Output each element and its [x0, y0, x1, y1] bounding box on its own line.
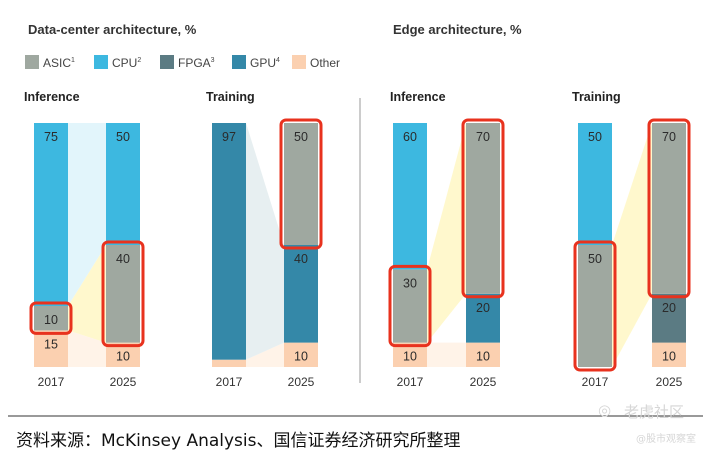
- data-label-1-0-1-other: 10: [476, 350, 490, 364]
- section-title-1: Edge architecture, %: [393, 22, 522, 37]
- year-label-1-0-1: 2025: [470, 375, 497, 389]
- bar-segment-1-1-0-asic: [578, 245, 612, 367]
- source-note: 资料来源：McKinsey Analysis、国信证券经济研究所整理: [16, 431, 461, 451]
- legend-label-fpga: FPGA3: [178, 56, 215, 70]
- connector-0-0-other: [68, 330, 106, 367]
- legend-label-asic: ASIC1: [43, 56, 75, 70]
- bar-segment-1-1-1-asic: [652, 123, 686, 294]
- data-label-1-0-0-cpu: 60: [403, 130, 417, 144]
- legend-swatch-asic: [25, 55, 39, 69]
- data-label-1-0-1-asic: 70: [476, 130, 490, 144]
- section-title-0: Data-center architecture, %: [28, 22, 197, 37]
- data-label-1-1-1-asic: 70: [662, 130, 676, 144]
- data-label-1-0-1-gpu: 20: [476, 301, 490, 315]
- year-label-0-1-1: 2025: [288, 375, 315, 389]
- year-label-0-1-0: 2017: [216, 375, 243, 389]
- data-label-0-1-1-gpu: 40: [294, 252, 308, 266]
- bar-segment-0-1-0-other: [212, 359, 246, 367]
- data-label-1-1-0-asic: 50: [588, 252, 602, 266]
- bar-segment-0-1-1-other: [284, 342, 318, 367]
- bar-segment-1-1-0-cpu: [578, 123, 612, 245]
- data-label-0-0-1-asic: 40: [116, 252, 130, 266]
- legend-swatch-gpu: [232, 55, 246, 69]
- highlight-box-0-0-0: [29, 301, 73, 335]
- panel-title-0-0: Inference: [24, 90, 80, 104]
- bar-segment-0-0-0-other: [34, 330, 68, 367]
- bar-segment-1-0-1-gpu: [466, 293, 500, 343]
- year-label-0-0-1: 2025: [110, 375, 137, 389]
- data-label-1-0-0-asic: 30: [403, 276, 417, 290]
- data-label-0-1-0-gpu: 97: [222, 130, 236, 144]
- watermark-subtext: @股市观察室: [636, 434, 696, 445]
- panel-title-1-1: Training: [572, 90, 621, 104]
- highlight-box-0-0-1: [101, 240, 145, 348]
- watermark-icon: ◎: [598, 401, 612, 419]
- data-label-1-1-1-fpga: 20: [662, 301, 676, 315]
- legend-swatch-cpu: [94, 55, 108, 69]
- bar-segment-0-1-1-gpu: [284, 245, 318, 343]
- bar-segment-1-0-1-asic: [466, 123, 500, 294]
- bar-segment-0-0-1-asic: [106, 245, 140, 343]
- data-label-0-0-0-other: 15: [44, 337, 58, 351]
- legend-label-gpu: GPU4: [250, 56, 280, 70]
- connector-1-0-asic: [427, 123, 466, 343]
- connector-0-0-asic: [68, 245, 106, 343]
- bar-segment-1-0-0-asic: [393, 269, 427, 343]
- bar-segment-1-0-0-cpu: [393, 123, 427, 270]
- connector-0-1-gpu: [246, 123, 284, 360]
- data-label-0-0-1-cpu: 50: [116, 130, 130, 144]
- panel-title-0-1: Training: [206, 90, 255, 104]
- connector-0-1-other: [246, 342, 284, 367]
- legend-label-other: Other: [310, 56, 340, 70]
- data-label-0-0-0-cpu: 75: [44, 130, 58, 144]
- highlight-box-0-1-1: [279, 118, 323, 250]
- data-label-0-1-1-asic: 50: [294, 130, 308, 144]
- legend-swatch-fpga: [160, 55, 174, 69]
- year-label-1-1-0: 2017: [582, 375, 609, 389]
- data-label-0-1-1-other: 10: [294, 350, 308, 364]
- bar-segment-1-1-1-fpga: [652, 293, 686, 343]
- highlight-box-1-0-1: [461, 118, 505, 299]
- bar-segment-0-0-1-cpu: [106, 123, 140, 245]
- bar-segment-0-0-0-cpu: [34, 123, 68, 306]
- data-label-1-0-0-other: 10: [403, 350, 417, 364]
- bar-segment-0-1-1-asic: [284, 123, 318, 245]
- panel-title-1-0: Inference: [390, 90, 446, 104]
- legend-swatch-other: [292, 55, 306, 69]
- connector-1-0-other: [427, 342, 466, 367]
- data-label-1-1-1-other: 10: [662, 350, 676, 364]
- watermark-text: 老虎社区: [624, 403, 685, 421]
- connector-1-1-asic: [612, 123, 652, 367]
- bar-segment-0-1-0-gpu: [212, 123, 246, 360]
- connector-0-0-cpu: [68, 123, 106, 306]
- year-label-1-0-0: 2017: [397, 375, 424, 389]
- data-label-1-1-0-cpu: 50: [588, 130, 602, 144]
- legend-label-cpu: CPU2: [112, 56, 141, 70]
- year-label-1-1-1: 2025: [656, 375, 683, 389]
- highlight-box-1-1-0: [573, 240, 617, 372]
- data-label-0-0-1-other: 10: [116, 350, 130, 364]
- highlight-box-1-0-0: [388, 264, 432, 348]
- highlight-box-1-1-1: [647, 118, 691, 299]
- year-label-0-0-0: 2017: [38, 375, 65, 389]
- bar-segment-0-0-0-asic: [34, 306, 68, 331]
- bar-segment-1-0-1-other: [466, 342, 500, 367]
- bar-segment-1-1-1-other: [652, 342, 686, 367]
- data-label-0-0-0-asic: 10: [44, 313, 58, 327]
